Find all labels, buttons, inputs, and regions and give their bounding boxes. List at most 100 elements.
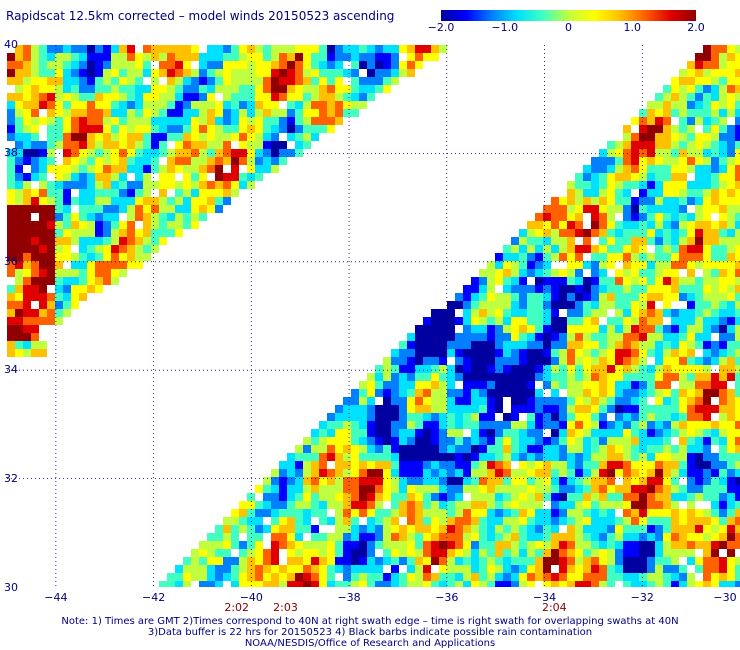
map-cell bbox=[359, 477, 367, 485]
map-cell bbox=[711, 229, 719, 237]
map-cell bbox=[7, 53, 15, 61]
map-cell bbox=[711, 477, 719, 485]
map-cell bbox=[7, 317, 15, 325]
map-cell bbox=[543, 341, 551, 349]
map-cell bbox=[439, 461, 447, 469]
map-cell bbox=[599, 413, 607, 421]
map-cell bbox=[367, 77, 375, 85]
map-cell bbox=[39, 189, 47, 197]
map-cell bbox=[399, 453, 407, 461]
map-cell bbox=[679, 77, 687, 85]
map-cell bbox=[535, 365, 543, 373]
map-cell bbox=[655, 461, 663, 469]
map-cell bbox=[583, 501, 591, 509]
map-cell bbox=[351, 493, 359, 501]
map-cell bbox=[567, 501, 575, 509]
map-cell bbox=[287, 549, 295, 557]
map-cell bbox=[471, 357, 479, 365]
map-cell bbox=[239, 541, 247, 549]
map-cell bbox=[423, 581, 431, 587]
map-cell bbox=[695, 285, 703, 293]
map-cell bbox=[679, 445, 687, 453]
swath-time-label: 2:04 bbox=[541, 601, 567, 614]
map-cell bbox=[263, 93, 271, 101]
map-cell bbox=[423, 53, 431, 61]
map-cell bbox=[599, 389, 607, 397]
map-cell bbox=[415, 573, 423, 581]
map-cell bbox=[359, 77, 367, 85]
map-cell bbox=[239, 565, 247, 573]
map-cell bbox=[295, 469, 303, 477]
map-cell bbox=[511, 405, 519, 413]
map-cell bbox=[671, 133, 679, 141]
map-cell bbox=[439, 573, 447, 581]
map-cell bbox=[31, 141, 39, 149]
map-cell bbox=[439, 549, 447, 557]
map-cell bbox=[591, 253, 599, 261]
map-cell bbox=[639, 429, 647, 437]
map-cell bbox=[47, 125, 55, 133]
map-cell bbox=[31, 349, 39, 357]
map-cell bbox=[127, 237, 135, 245]
map-cell bbox=[471, 493, 479, 501]
map-cell bbox=[663, 213, 671, 221]
map-cell bbox=[711, 453, 719, 461]
map-cell bbox=[599, 245, 607, 253]
map-cell bbox=[39, 285, 47, 293]
map-cell bbox=[95, 253, 103, 261]
map-cell bbox=[367, 381, 375, 389]
map-cell bbox=[183, 205, 191, 213]
map-cell bbox=[567, 293, 575, 301]
map-cell bbox=[503, 325, 511, 333]
map-cell bbox=[687, 429, 695, 437]
map-cell bbox=[151, 245, 159, 253]
map-cell bbox=[735, 493, 740, 501]
map-cell bbox=[199, 109, 207, 117]
map-cell bbox=[463, 325, 471, 333]
map-cell bbox=[679, 85, 687, 93]
map-cell bbox=[695, 237, 703, 245]
map-cell bbox=[519, 229, 527, 237]
map-cell bbox=[575, 285, 583, 293]
map-cell bbox=[719, 141, 727, 149]
map-cell bbox=[319, 53, 327, 61]
map-cell bbox=[79, 133, 87, 141]
map-cell bbox=[463, 453, 471, 461]
map-cell bbox=[311, 117, 319, 125]
map-cell bbox=[47, 277, 55, 285]
map-cell bbox=[631, 237, 639, 245]
map-cell bbox=[119, 245, 127, 253]
map-cell bbox=[535, 421, 543, 429]
map-cell bbox=[695, 213, 703, 221]
map-cell bbox=[567, 549, 575, 557]
map-cell bbox=[735, 413, 740, 421]
map-cell bbox=[663, 133, 671, 141]
map-cell bbox=[623, 285, 631, 293]
map-cell bbox=[55, 277, 63, 285]
map-cell bbox=[479, 317, 487, 325]
map-cell bbox=[543, 461, 551, 469]
map-cell bbox=[575, 565, 583, 573]
map-cell bbox=[87, 101, 95, 109]
map-cell bbox=[687, 237, 695, 245]
map-cell bbox=[431, 501, 439, 509]
map-cell bbox=[351, 101, 359, 109]
map-cell bbox=[575, 421, 583, 429]
map-cell bbox=[575, 173, 583, 181]
map-cell bbox=[239, 581, 247, 587]
map-cell bbox=[479, 573, 487, 581]
map-cell bbox=[535, 253, 543, 261]
map-cell bbox=[631, 269, 639, 277]
map-cell bbox=[535, 573, 543, 581]
map-cell bbox=[727, 565, 735, 573]
map-cell bbox=[655, 309, 663, 317]
map-cell bbox=[71, 157, 79, 165]
map-cell bbox=[719, 85, 727, 93]
map-cell bbox=[79, 205, 87, 213]
map-cell bbox=[383, 581, 391, 587]
map-cell bbox=[295, 477, 303, 485]
map-cell bbox=[503, 277, 511, 285]
map-cell bbox=[503, 253, 511, 261]
map-cell bbox=[575, 349, 583, 357]
map-cell bbox=[543, 253, 551, 261]
